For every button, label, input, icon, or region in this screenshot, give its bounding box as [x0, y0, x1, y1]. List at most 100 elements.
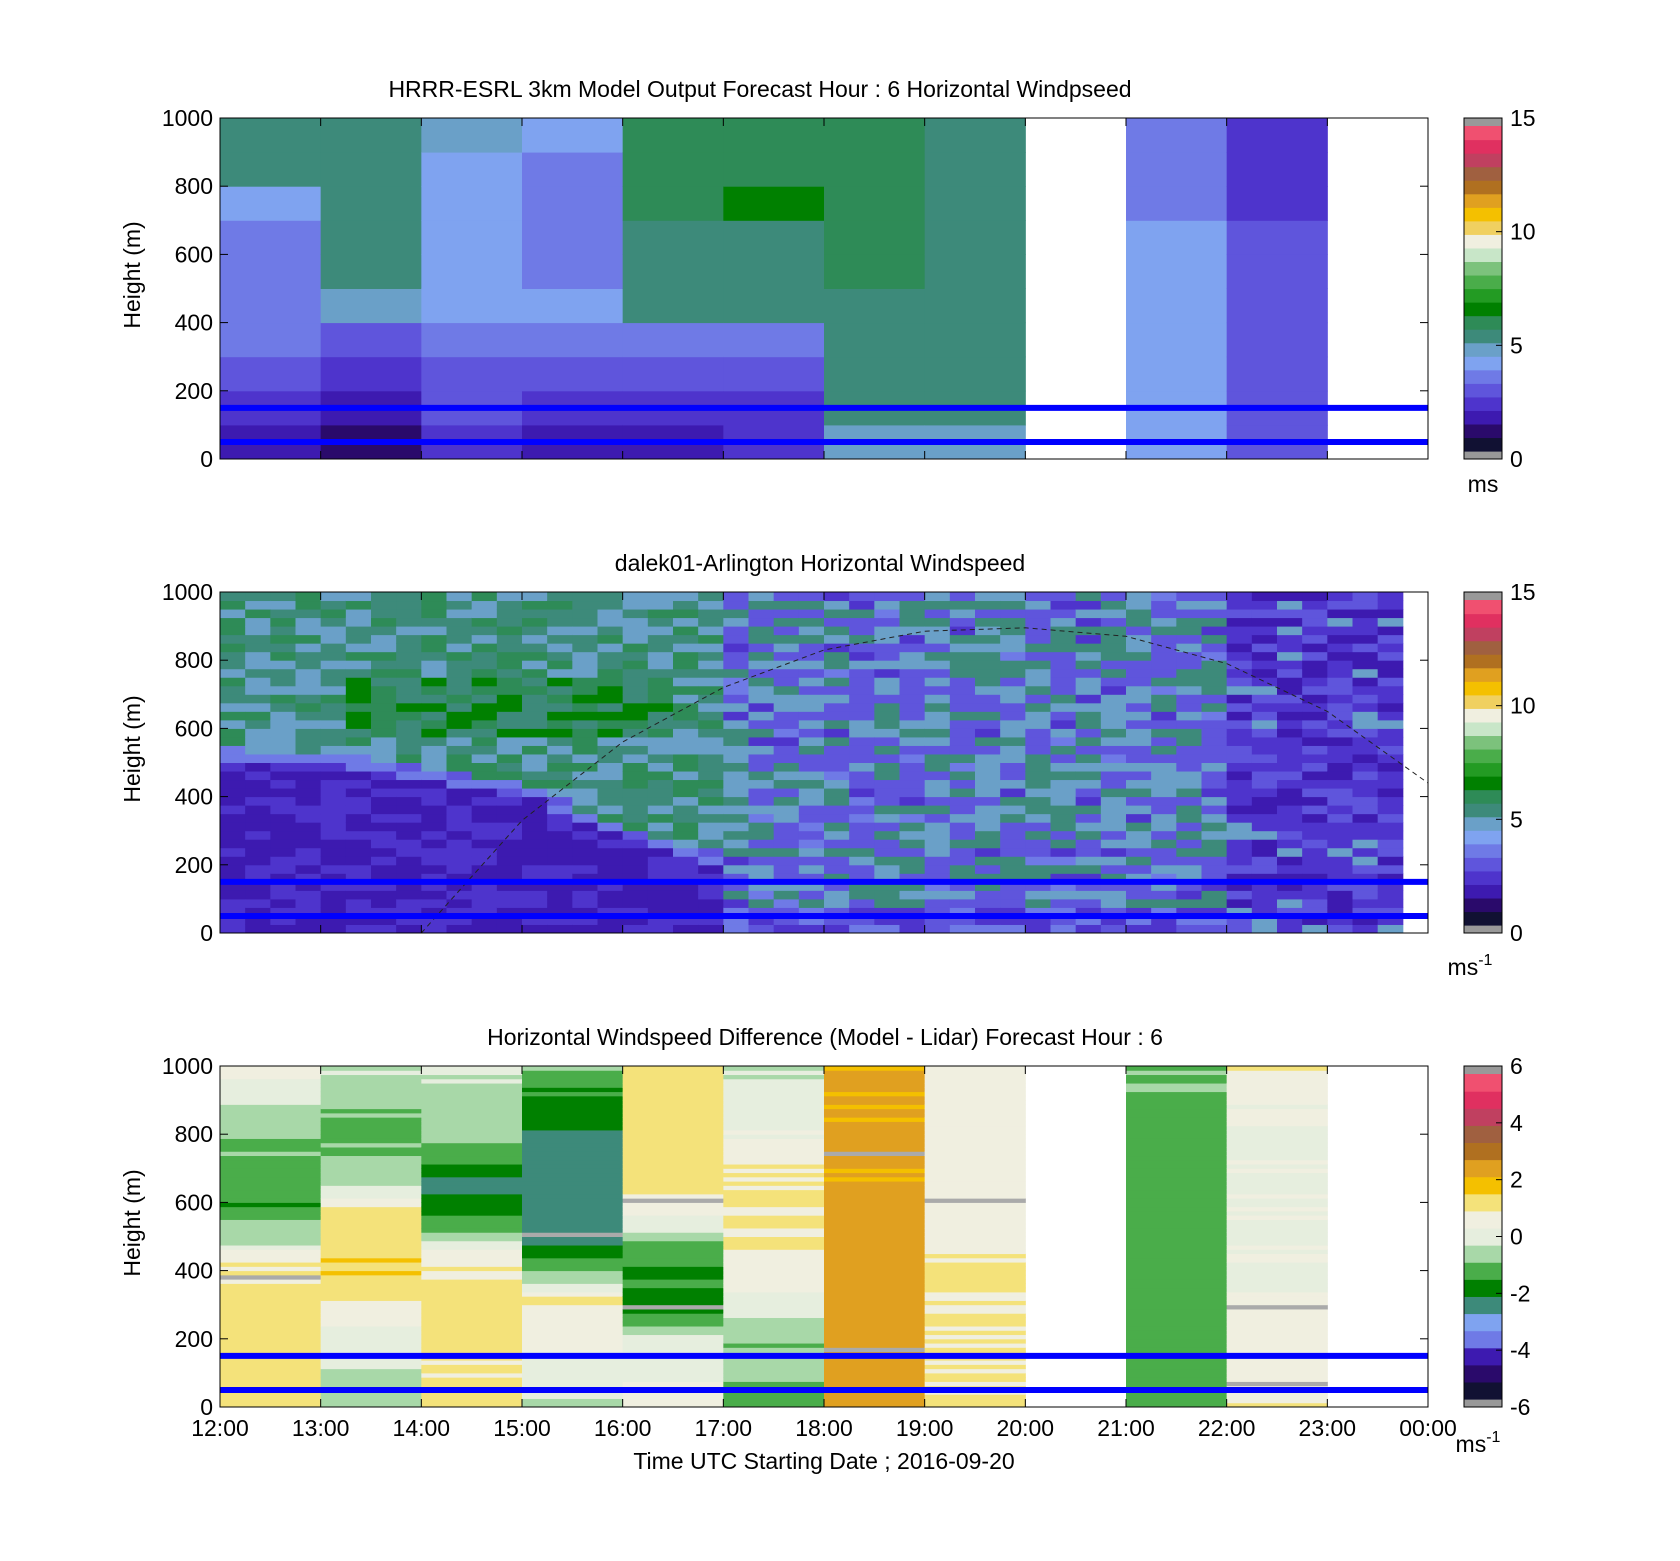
- heatmap-cell: [698, 907, 724, 917]
- heatmap-cell: [647, 864, 674, 874]
- heatmap-cell: [1126, 152, 1228, 187]
- heatmap-cell: [975, 711, 1001, 721]
- heatmap-cell: [824, 668, 850, 678]
- heatmap-cell: [220, 651, 246, 661]
- boundary-lines: [220, 404, 1428, 445]
- heatmap-cell: [1327, 847, 1353, 857]
- heatmap-cell: [421, 1198, 523, 1203]
- colorbar-segment: [1464, 288, 1502, 303]
- heatmap-cell: [1226, 1100, 1328, 1105]
- heatmap-cell: [1277, 634, 1303, 644]
- heatmap-cell: [723, 1236, 825, 1242]
- heatmap-cell: [824, 822, 850, 832]
- heatmap-cell: [723, 677, 749, 687]
- heatmap-cell: [1277, 745, 1303, 755]
- heatmap-cell: [622, 1104, 724, 1110]
- heatmap-cell: [1126, 719, 1152, 729]
- heatmap-cell: [1201, 813, 1228, 823]
- heatmap-cell: [647, 771, 674, 781]
- heatmap-cell: [647, 898, 674, 908]
- heatmap-cell: [1075, 830, 1102, 840]
- heatmap-cell: [899, 915, 926, 925]
- heatmap-cell: [320, 736, 347, 746]
- heatmap-cell: [1226, 1360, 1328, 1365]
- heatmap-cell: [924, 1274, 1026, 1280]
- heatmap-cell: [471, 702, 498, 712]
- heatmap-cell: [1050, 711, 1077, 721]
- heatmap-cell: [622, 1202, 724, 1208]
- heatmap-cell: [220, 822, 246, 832]
- heatmap-cell: [924, 118, 1026, 153]
- heatmap-cell: [421, 1253, 523, 1259]
- heatmap-cell: [622, 788, 649, 798]
- heatmap-cell: [622, 1091, 724, 1097]
- heatmap-cell: [1000, 881, 1026, 891]
- heatmap-cell: [1201, 779, 1228, 789]
- heatmap-cell: [320, 1360, 422, 1365]
- heatmap-cell: [220, 1266, 322, 1272]
- heatmap-cell: [622, 1117, 724, 1122]
- heatmap-cell: [723, 1087, 825, 1093]
- heatmap-cell: [849, 626, 875, 636]
- heatmap-cell: [471, 634, 498, 644]
- heatmap-cell: [522, 1308, 624, 1314]
- heatmap-cell: [522, 1112, 624, 1118]
- heatmap-cell: [1025, 822, 1051, 832]
- heatmap-cell: [824, 254, 926, 289]
- heatmap-cell: [798, 881, 825, 891]
- colorbar-tick-label: -2: [1510, 1280, 1530, 1306]
- heatmap-cell: [396, 617, 422, 627]
- heatmap-cell: [874, 864, 900, 874]
- heatmap-cell: [924, 1368, 1026, 1374]
- heatmap-cell: [1050, 796, 1077, 806]
- heatmap-cell: [446, 830, 473, 840]
- heatmap-cell: [1126, 1291, 1228, 1297]
- heatmap-cell: [924, 1181, 1026, 1186]
- heatmap-cell: [773, 898, 800, 908]
- heatmap-cell: [245, 881, 271, 891]
- heatmap-cell: [849, 694, 875, 704]
- heatmap-cell: [824, 728, 850, 738]
- heatmap-cell: [1226, 1091, 1328, 1097]
- heatmap-cell: [220, 668, 246, 678]
- colorbar-tick-label: 0: [1510, 1224, 1523, 1250]
- heatmap-cell: [270, 805, 296, 815]
- heatmap-cell: [1226, 1245, 1328, 1250]
- heatmap-cell: [396, 898, 422, 908]
- heatmap-cell: [622, 1172, 724, 1178]
- heatmap-cell: [1126, 1070, 1228, 1076]
- heatmap-cell: [320, 1347, 422, 1353]
- heatmap-cell: [647, 924, 674, 934]
- colorbar-segment: [1464, 1227, 1502, 1246]
- heatmap-cell: [723, 685, 749, 695]
- heatmap-cell: [421, 1227, 523, 1233]
- heatmap-cell: [975, 685, 1001, 695]
- heatmap-cell: [1251, 753, 1278, 763]
- heatmap-cell: [773, 651, 800, 661]
- x-tick-label: 17:00: [695, 1415, 753, 1441]
- heatmap-cell: [1126, 626, 1152, 636]
- heatmap-cell: [1176, 745, 1202, 755]
- heatmap-cell: [1100, 830, 1127, 840]
- heatmap-cell: [1327, 711, 1353, 721]
- heatmap-cell: [824, 1274, 926, 1280]
- heatmap-cell: [446, 771, 473, 781]
- heatmap-cell: [1075, 677, 1102, 687]
- heatmap-cell: [1277, 830, 1303, 840]
- heatmap-cell: [1302, 864, 1328, 874]
- heatmap-cell: [748, 779, 775, 789]
- heatmap-cell: [824, 1108, 926, 1114]
- heatmap-cell: [320, 1227, 422, 1233]
- heatmap-cell: [924, 1317, 1026, 1323]
- heatmap-cell: [547, 873, 573, 883]
- heatmap-cell: [522, 1083, 624, 1088]
- heatmap-cell: [748, 830, 775, 840]
- heatmap-cell: [622, 1176, 724, 1182]
- heatmap-cell: [723, 651, 749, 661]
- heatmap-cell: [245, 779, 271, 789]
- heatmap-cell: [572, 634, 598, 644]
- heatmap-cell: [1075, 907, 1102, 917]
- heatmap-cell: [1050, 719, 1077, 729]
- heatmap-cell: [421, 152, 523, 187]
- heatmap-cell: [1126, 762, 1152, 772]
